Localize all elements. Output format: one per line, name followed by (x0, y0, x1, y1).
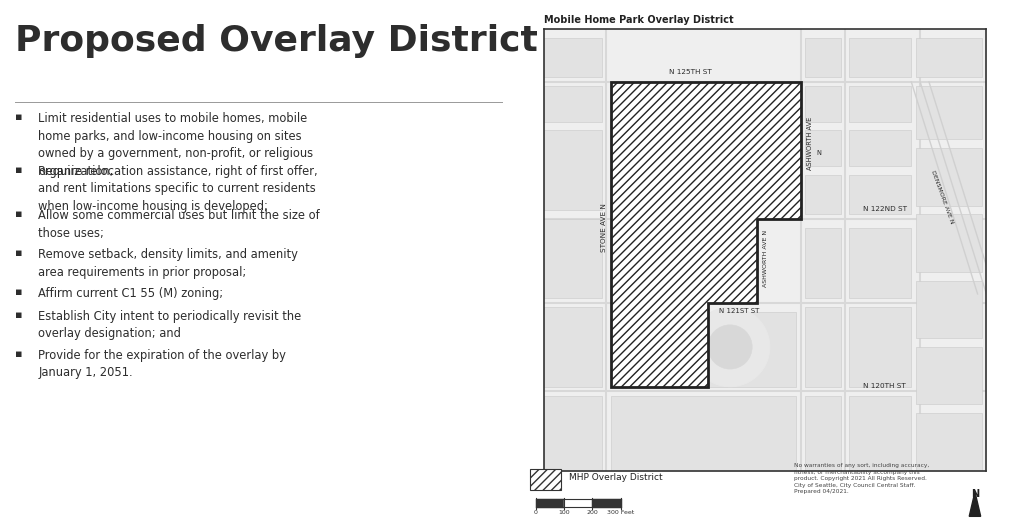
Text: ▪: ▪ (15, 310, 23, 320)
Text: ▪: ▪ (15, 287, 23, 297)
Bar (805, 130, 841, 166)
Bar (805, 175, 841, 214)
Polygon shape (970, 492, 981, 516)
Bar (545, 130, 602, 210)
Text: Require relocation assistance, right of first offer,
and rent limitations specif: Require relocation assistance, right of … (39, 165, 318, 213)
Circle shape (708, 325, 753, 369)
Text: ▪: ▪ (15, 112, 23, 122)
Bar (530, 469, 561, 490)
Bar (849, 175, 911, 214)
Bar (849, 395, 911, 471)
Bar (805, 307, 841, 386)
Bar (849, 86, 911, 121)
Bar (545, 307, 602, 386)
Text: 200: 200 (587, 510, 598, 516)
Text: Mobile Home Park Overlay District: Mobile Home Park Overlay District (545, 15, 734, 25)
Bar (915, 214, 982, 272)
Bar (849, 38, 911, 77)
Bar (805, 86, 841, 121)
Bar (805, 395, 841, 471)
Text: 300 Feet: 300 Feet (607, 510, 634, 516)
Bar (708, 312, 797, 386)
Text: Allow some commercial uses but limit the size of
those uses;: Allow some commercial uses but limit the… (39, 209, 321, 240)
Text: Affirm current C1 55 (M) zoning;: Affirm current C1 55 (M) zoning; (39, 287, 223, 300)
Text: N 121ST ST: N 121ST ST (719, 308, 759, 314)
Bar (915, 38, 982, 77)
Bar (545, 395, 602, 471)
Polygon shape (610, 82, 801, 386)
Text: 100: 100 (558, 510, 569, 516)
Bar (915, 148, 982, 206)
Bar (849, 228, 911, 298)
Text: N 125TH ST: N 125TH ST (669, 69, 712, 75)
Bar (915, 347, 982, 404)
Text: Establish City intent to periodically revisit the
overlay designation; and: Establish City intent to periodically re… (39, 310, 302, 340)
Text: Remove setback, density limits, and amenity
area requirements in prior proposal;: Remove setback, density limits, and amen… (39, 248, 298, 279)
Bar (805, 228, 841, 298)
Text: STONE AVE N: STONE AVE N (601, 203, 607, 252)
Bar (610, 312, 699, 386)
Text: ▪: ▪ (15, 349, 23, 359)
Text: N: N (971, 489, 979, 499)
Circle shape (690, 307, 770, 386)
Bar (545, 38, 602, 77)
Text: ▪: ▪ (15, 165, 23, 175)
Bar (849, 130, 911, 166)
Text: Proposed Overlay District: Proposed Overlay District (15, 24, 539, 58)
Bar (915, 86, 982, 139)
Bar (545, 86, 602, 121)
Text: N 122ND ST: N 122ND ST (862, 206, 906, 212)
Text: ▪: ▪ (15, 248, 23, 258)
Bar (610, 395, 797, 471)
Text: Limit residential uses to mobile homes, mobile
home parks, and low-income housin: Limit residential uses to mobile homes, … (39, 112, 313, 178)
Text: ASHWORTH AVE: ASHWORTH AVE (807, 117, 813, 170)
Bar (915, 281, 982, 338)
Text: No warranties of any sort, including accuracy,
fitness, or merchantability accom: No warranties of any sort, including acc… (794, 463, 929, 494)
Text: MHP Overlay District: MHP Overlay District (569, 473, 663, 482)
Text: ▪: ▪ (15, 209, 23, 219)
Text: Provide for the expiration of the overlay by
January 1, 2051.: Provide for the expiration of the overla… (39, 349, 287, 379)
Text: N 120TH ST: N 120TH ST (862, 383, 905, 389)
Bar (805, 38, 841, 77)
Bar (849, 307, 911, 386)
Bar (545, 219, 602, 298)
Text: DENSMORE AVE N: DENSMORE AVE N (930, 169, 954, 224)
Text: N: N (816, 150, 821, 155)
Text: 0: 0 (534, 510, 538, 516)
Bar (915, 413, 982, 471)
Text: ASHWORTH AVE N: ASHWORTH AVE N (763, 230, 768, 287)
